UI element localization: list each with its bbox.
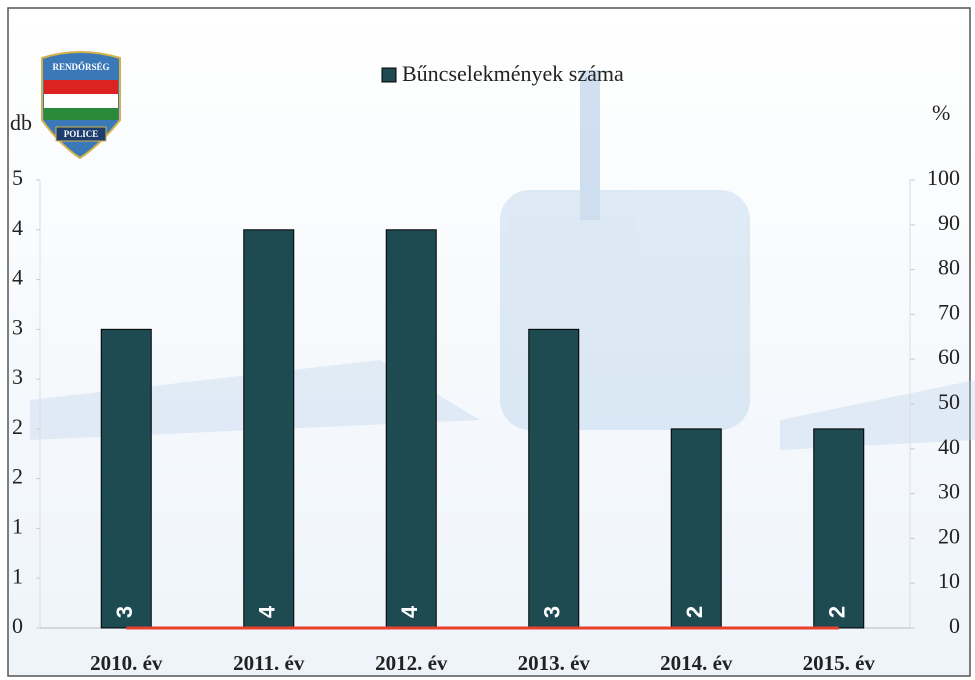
y-tick-label: 5 <box>12 165 23 190</box>
y2-tick-label: 40 <box>938 434 960 459</box>
y2-tick-label: 0 <box>949 613 960 638</box>
y-tick-label: 3 <box>12 314 23 339</box>
y2-tick-label: 50 <box>938 389 960 414</box>
bar <box>385 229 437 629</box>
y-tick-label: 2 <box>12 464 23 489</box>
logo-top: RENDŐRSÉG <box>52 62 109 72</box>
y2-tick-label: 80 <box>938 255 960 280</box>
value-label: 4 <box>397 605 422 618</box>
value-label: 3 <box>112 606 137 618</box>
bar <box>528 328 580 629</box>
y2-tick-label: 70 <box>938 299 960 324</box>
y2-axis-label: % <box>932 100 950 125</box>
bar <box>813 428 865 629</box>
x-tick-label: 2012. év <box>375 651 448 675</box>
x-tick-label: 2011. év <box>233 651 305 675</box>
x-tick-label: 2010. év <box>90 651 163 675</box>
y2-tick-label: 20 <box>938 523 960 548</box>
y-tick-label: 1 <box>12 563 23 588</box>
bar <box>100 328 152 629</box>
y-tick-label: 4 <box>12 215 23 240</box>
legend-swatch <box>381 67 397 83</box>
y2-tick-label: 90 <box>938 210 960 235</box>
y2-tick-label: 100 <box>927 165 960 190</box>
y-tick-label: 2 <box>12 414 23 439</box>
y-tick-label: 1 <box>12 513 23 538</box>
frame <box>7 7 971 677</box>
y-tick-label: 3 <box>12 364 23 389</box>
logo-bottom: POLICE <box>64 129 99 139</box>
y-tick-label: 0 <box>12 613 23 638</box>
y2-tick-label: 60 <box>938 344 960 369</box>
value-label: 3 <box>540 606 565 618</box>
value-label: 2 <box>825 606 850 618</box>
police-logo: RENDŐRSÉG POLICE <box>41 51 121 160</box>
bar <box>670 428 722 629</box>
y2-tick-label: 10 <box>938 568 960 593</box>
y2-tick-label: 30 <box>938 479 960 504</box>
value-label: 4 <box>255 605 280 618</box>
bar <box>243 229 295 629</box>
y-tick-label: 4 <box>12 265 23 290</box>
legend-label: Bűncselekmények száma <box>402 61 624 86</box>
x-tick-label: 2013. év <box>518 651 591 675</box>
y-axis-label: db <box>10 110 32 135</box>
x-tick-label: 2014. év <box>660 651 733 675</box>
value-label: 2 <box>682 606 707 618</box>
x-tick-label: 2015. év <box>803 651 876 675</box>
